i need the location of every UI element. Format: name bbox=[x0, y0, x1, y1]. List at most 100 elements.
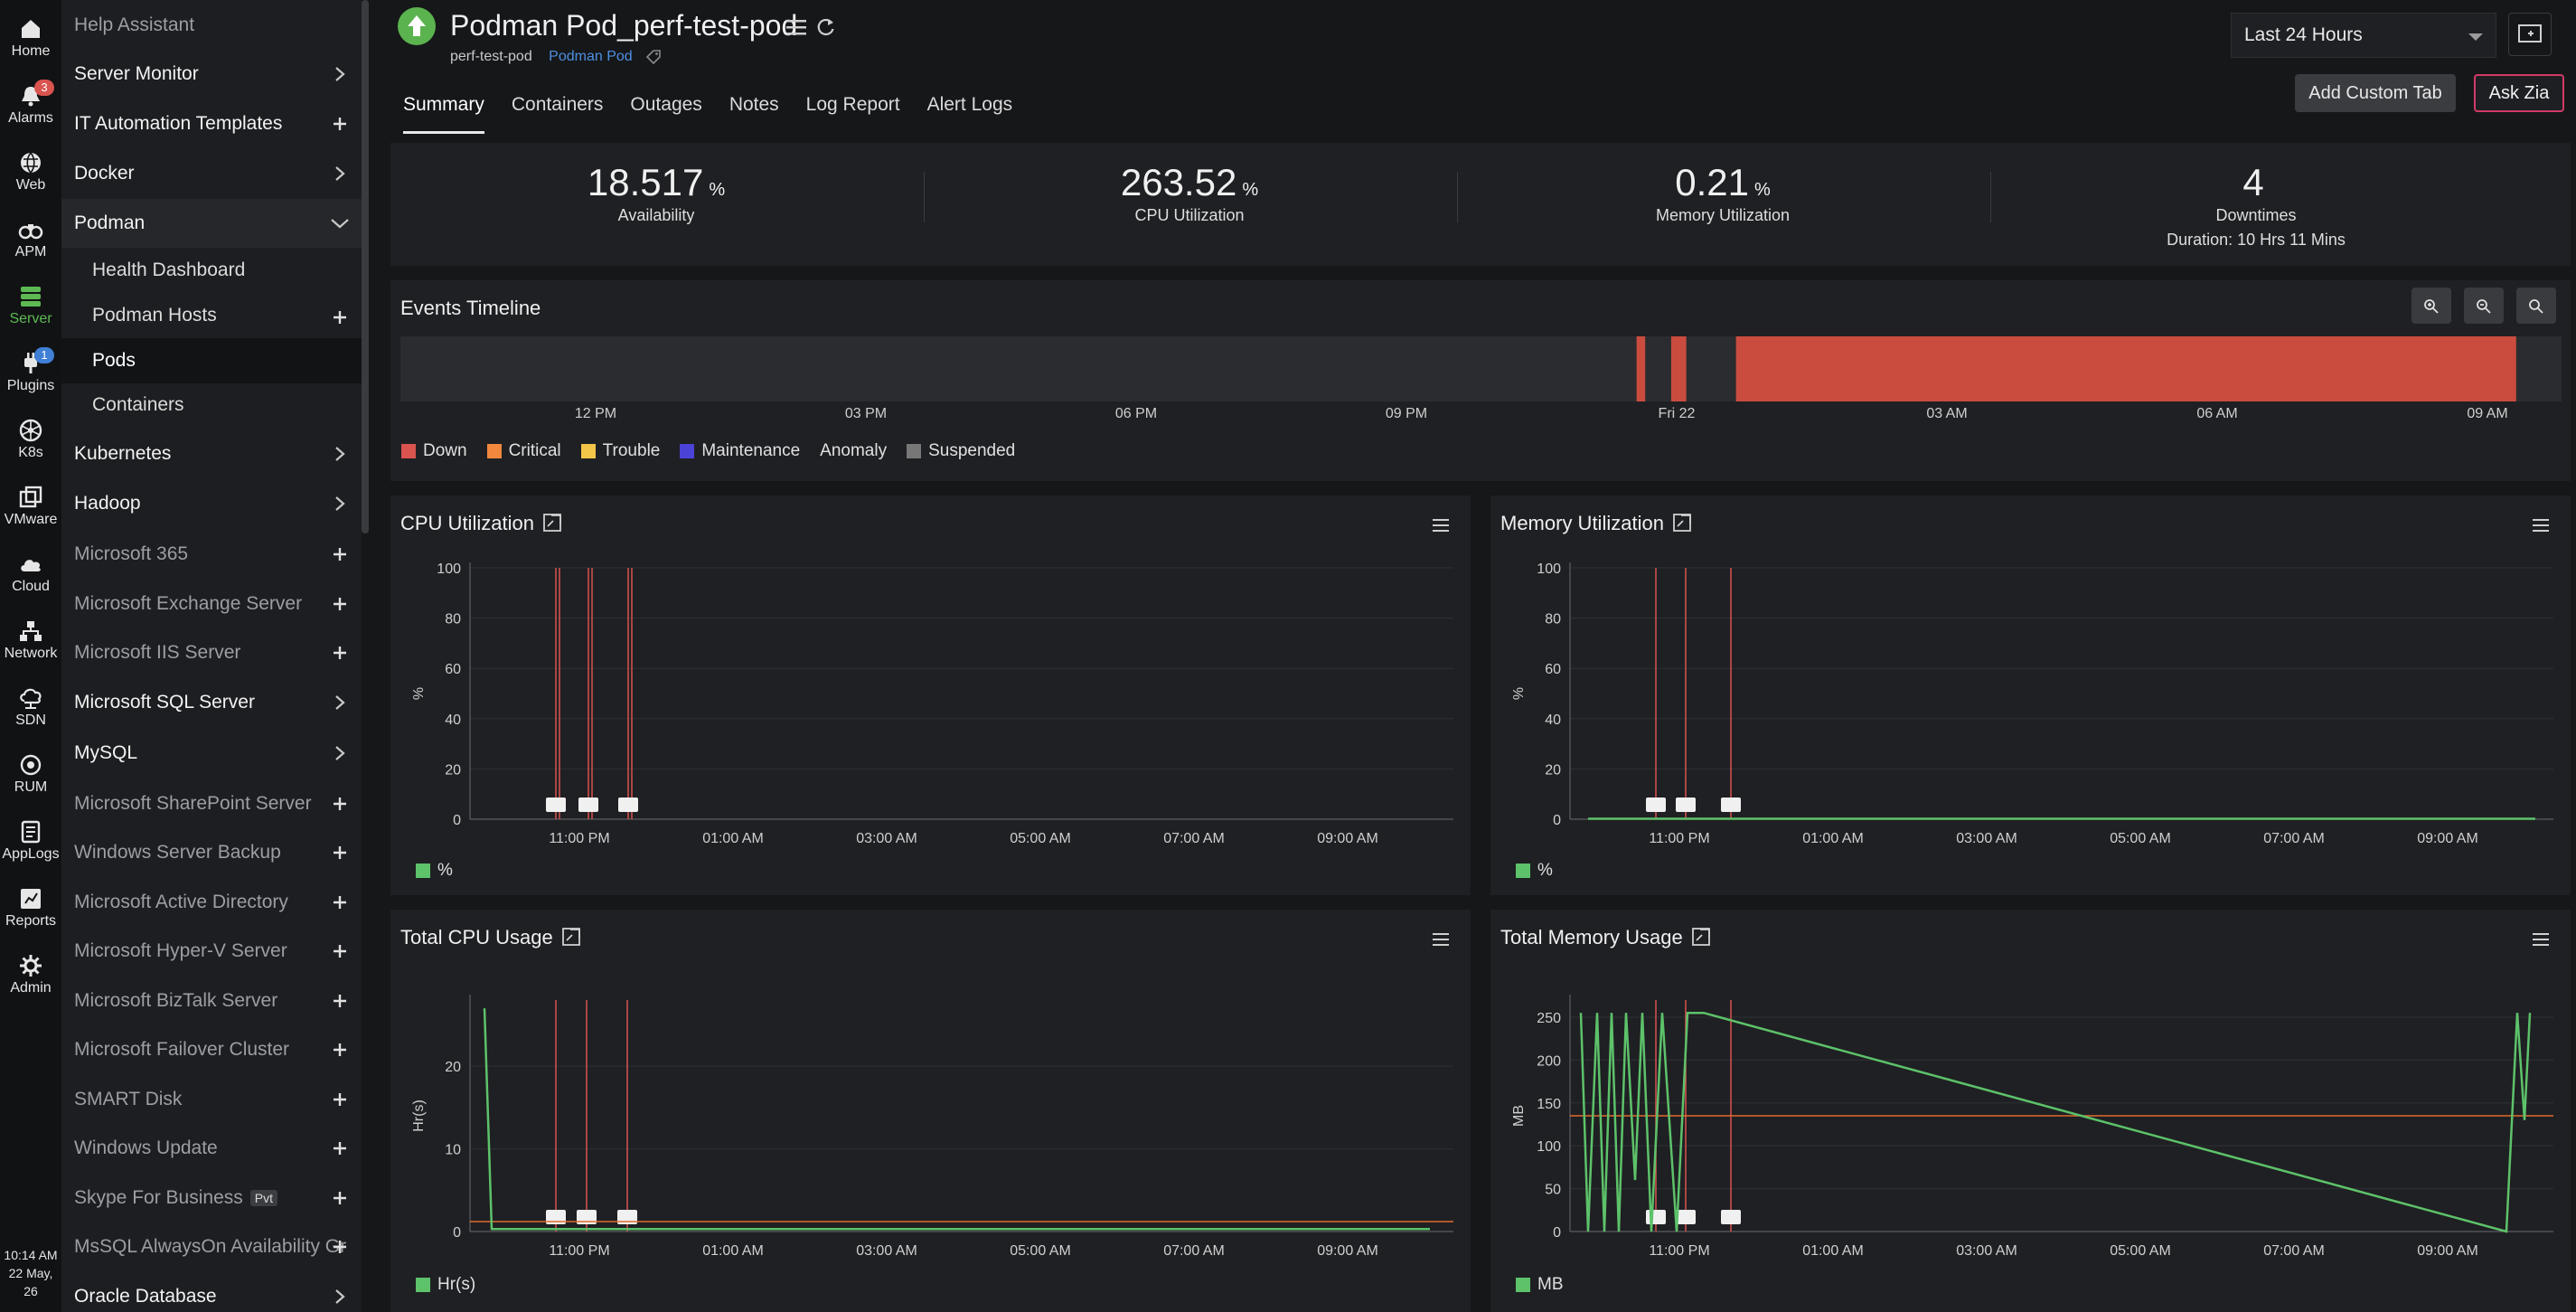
plus-icon[interactable] bbox=[329, 628, 351, 677]
rail-item-apm[interactable]: APM bbox=[0, 208, 61, 271]
plus-icon[interactable] bbox=[329, 293, 351, 342]
sidebar-scrollbar[interactable] bbox=[362, 0, 369, 533]
zoom-reset-icon[interactable] bbox=[2516, 288, 2556, 324]
chevron-right-icon[interactable] bbox=[329, 479, 351, 528]
rail-item-admin[interactable]: Admin bbox=[0, 944, 61, 1007]
sidebar-item-server-monitor[interactable]: Server Monitor bbox=[61, 50, 362, 99]
sidebar-item-microsoft-sharepoint-server[interactable]: Microsoft SharePoint Server bbox=[61, 779, 362, 828]
sidebar-item-kubernetes[interactable]: Kubernetes bbox=[61, 429, 362, 478]
hamburger-menu-icon[interactable] bbox=[786, 16, 808, 42]
sidebar-item-help-assistant[interactable]: Help Assistant bbox=[61, 1, 362, 50]
tab-summary[interactable]: Summary bbox=[403, 90, 484, 134]
chevron-right-icon[interactable] bbox=[329, 50, 351, 99]
trend-chart-icon[interactable] bbox=[561, 926, 582, 951]
plus-icon[interactable] bbox=[329, 828, 351, 877]
chart-legend[interactable]: MB bbox=[1516, 1275, 1564, 1295]
note-icon[interactable] bbox=[546, 798, 566, 812]
add-custom-tab-button[interactable]: Add Custom Tab bbox=[2295, 74, 2456, 112]
plus-icon[interactable] bbox=[329, 779, 351, 828]
rail-item-alarms[interactable]: Alarms 3 bbox=[0, 74, 61, 137]
timeline-down-segment[interactable] bbox=[1735, 336, 2516, 401]
timeline-down-segment[interactable] bbox=[1636, 336, 1646, 401]
panel-menu-icon[interactable] bbox=[1433, 931, 1451, 952]
rail-item-network[interactable]: Network bbox=[0, 609, 61, 673]
tab-log-report[interactable]: Log Report bbox=[805, 94, 900, 115]
plus-icon[interactable] bbox=[329, 927, 351, 976]
sidebar-item-docker[interactable]: Docker bbox=[61, 149, 362, 198]
rail-item-web[interactable]: Web bbox=[0, 141, 61, 204]
sidebar-item-smart-disk[interactable]: SMART Disk bbox=[61, 1075, 362, 1124]
series-line[interactable] bbox=[1579, 1011, 2532, 1233]
trend-chart-icon[interactable] bbox=[543, 512, 563, 537]
zoom-out-icon[interactable] bbox=[2464, 288, 2504, 324]
legend-item-suspended[interactable]: Suspended bbox=[907, 441, 1015, 461]
chevron-right-icon[interactable] bbox=[329, 429, 351, 478]
rail-item-sdn[interactable]: SDN bbox=[0, 676, 61, 740]
refresh-icon[interactable] bbox=[815, 16, 837, 42]
sidebar-item-microsoft-iis-server[interactable]: Microsoft IIS Server bbox=[61, 628, 362, 677]
tab-outages[interactable]: Outages bbox=[630, 94, 702, 115]
plus-icon[interactable] bbox=[329, 977, 351, 1025]
sidebar-item-windows-server-backup[interactable]: Windows Server Backup bbox=[61, 828, 362, 877]
chevron-right-icon[interactable] bbox=[329, 1272, 351, 1312]
chevron-right-icon[interactable] bbox=[329, 729, 351, 778]
plus-icon[interactable] bbox=[329, 1174, 351, 1222]
note-icon[interactable] bbox=[1676, 798, 1696, 812]
note-icon[interactable] bbox=[617, 1210, 637, 1224]
plus-icon[interactable] bbox=[329, 1025, 351, 1074]
tag-icon[interactable] bbox=[645, 49, 662, 65]
rail-item-vmware[interactable]: VMware bbox=[0, 476, 61, 539]
chevron-right-icon[interactable] bbox=[329, 678, 351, 727]
rail-item-cloud[interactable]: Cloud bbox=[0, 543, 61, 606]
timeline-down-segment[interactable] bbox=[1670, 336, 1687, 401]
zoom-in-icon[interactable] bbox=[2411, 288, 2451, 324]
plus-icon[interactable] bbox=[329, 1124, 351, 1173]
rail-item-rum[interactable]: RUM bbox=[0, 743, 61, 807]
chart-legend[interactable]: Hr(s) bbox=[416, 1275, 475, 1295]
sidebar-item-microsoft-exchange-server[interactable]: Microsoft Exchange Server bbox=[61, 580, 362, 628]
panel-menu-icon[interactable] bbox=[2533, 931, 2551, 952]
trend-chart-icon[interactable] bbox=[1673, 512, 1693, 537]
sidebar-item-skype-for-business[interactable]: Skype For Business Pvt bbox=[61, 1174, 362, 1222]
chevron-down-icon[interactable] bbox=[329, 199, 351, 248]
sidebar-item-microsoft-failover-cluster[interactable]: Microsoft Failover Cluster bbox=[61, 1025, 362, 1074]
plus-icon[interactable] bbox=[329, 878, 351, 927]
plus-icon[interactable] bbox=[329, 1222, 351, 1271]
note-icon[interactable] bbox=[577, 1210, 597, 1224]
sidebar-item-oracle-database[interactable]: Oracle Database bbox=[61, 1272, 362, 1312]
tab-containers[interactable]: Containers bbox=[511, 94, 604, 115]
plus-icon[interactable] bbox=[329, 1075, 351, 1124]
sidebar-item-microsoft-hyper-v-server[interactable]: Microsoft Hyper-V Server bbox=[61, 927, 362, 976]
sidebar-item-windows-update[interactable]: Windows Update bbox=[61, 1124, 362, 1173]
chart-legend[interactable]: % bbox=[1516, 861, 1553, 881]
plus-icon[interactable] bbox=[329, 530, 351, 579]
series-line[interactable] bbox=[483, 1008, 1430, 1231]
note-icon[interactable] bbox=[546, 1210, 566, 1224]
sidebar-item-containers[interactable]: Containers bbox=[61, 382, 362, 428]
sidebar-item-podman[interactable]: Podman bbox=[61, 199, 362, 248]
note-icon[interactable] bbox=[1646, 798, 1666, 812]
rail-item-server[interactable]: Server bbox=[0, 275, 61, 338]
sidebar-item-health-dashboard[interactable]: Health Dashboard bbox=[61, 248, 362, 293]
legend-item-critical[interactable]: Critical bbox=[486, 441, 561, 461]
sidebar-item-microsoft-active-directory[interactable]: Microsoft Active Directory bbox=[61, 878, 362, 927]
note-icon[interactable] bbox=[1721, 1210, 1741, 1224]
sidebar-item-microsoft-biztalk-server[interactable]: Microsoft BizTalk Server bbox=[61, 977, 362, 1025]
note-icon[interactable] bbox=[1676, 1210, 1696, 1224]
rail-item-reports[interactable]: Reports bbox=[0, 877, 61, 940]
sidebar-item-mssql-alwayson-availability-gr[interactable]: MsSQL AlwaysOn Availability Gr bbox=[61, 1222, 362, 1271]
sidebar-item-microsoft-sql-server[interactable]: Microsoft SQL Server bbox=[61, 678, 362, 727]
legend-item-maintenance[interactable]: Maintenance bbox=[680, 441, 800, 461]
tab-notes[interactable]: Notes bbox=[729, 94, 779, 115]
sidebar-item-hadoop[interactable]: Hadoop bbox=[61, 479, 362, 528]
rail-item-applogs[interactable]: AppLogs bbox=[0, 810, 61, 873]
rail-item-k8s[interactable]: K8s bbox=[0, 409, 61, 472]
note-icon[interactable] bbox=[1646, 1210, 1666, 1224]
plus-icon[interactable] bbox=[329, 99, 351, 148]
trend-chart-icon[interactable] bbox=[1691, 926, 1712, 951]
rail-item-plugins[interactable]: Plugins 1 bbox=[0, 342, 61, 405]
chart-legend[interactable]: % bbox=[416, 861, 453, 881]
sidebar-item-pods[interactable]: Pods bbox=[61, 338, 362, 383]
resource-type-link[interactable]: Podman Pod bbox=[549, 49, 633, 65]
note-icon[interactable] bbox=[618, 798, 638, 812]
